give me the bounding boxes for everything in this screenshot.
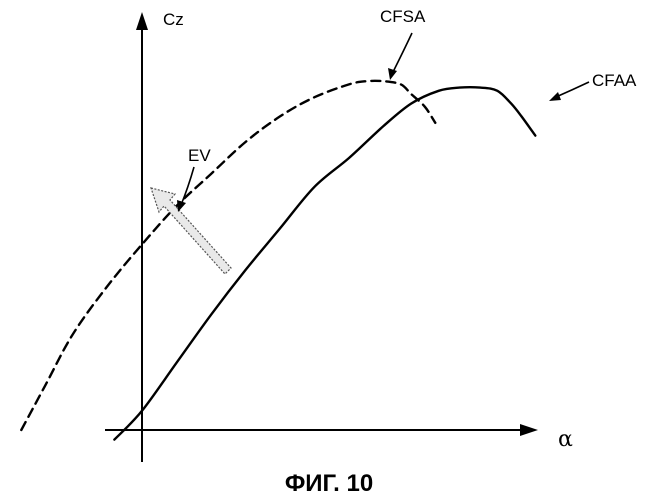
leader-cfaa-arrowhead xyxy=(549,92,561,101)
axes: Cz α xyxy=(105,10,573,462)
series-cfaa-line xyxy=(114,87,535,439)
ev-arrow-icon xyxy=(151,188,231,274)
y-axis-arrowhead xyxy=(136,12,148,30)
figure-caption: ФИГ. 10 xyxy=(285,470,373,497)
leader-cfaa xyxy=(556,82,589,97)
x-axis-label: α xyxy=(558,427,573,452)
series-layer xyxy=(21,81,535,440)
annotation-cfsa: CFSA xyxy=(380,7,426,26)
y-axis-label: Cz xyxy=(163,10,184,29)
leader-ev-arrowhead xyxy=(177,200,186,212)
annotation-ev: EV xyxy=(188,146,211,165)
leader-ev xyxy=(181,167,194,205)
series-cfsa-line xyxy=(21,81,435,430)
annotation-cfaa: CFAA xyxy=(592,71,637,90)
leader-cfsa xyxy=(393,33,412,72)
x-axis-arrowhead xyxy=(520,424,538,436)
annotations: CFSA CFAA EV xyxy=(177,7,637,212)
leader-cfsa-arrowhead xyxy=(388,68,397,80)
ev-shift-arrow xyxy=(151,188,231,274)
